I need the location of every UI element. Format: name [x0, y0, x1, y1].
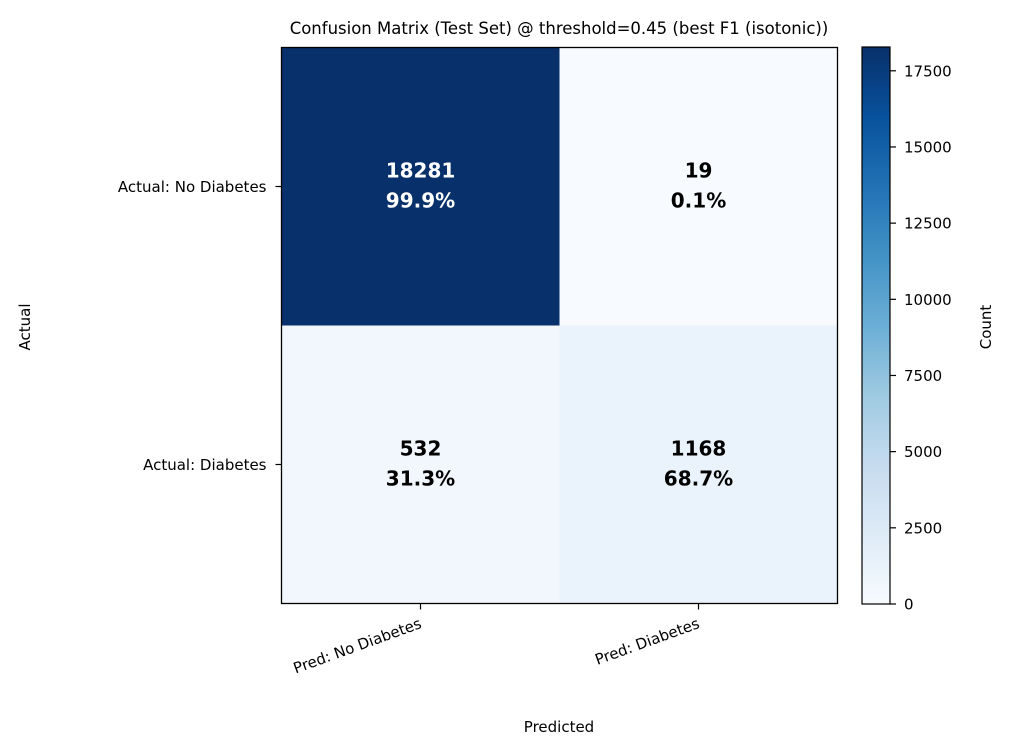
- y-axis-label: Actual: [16, 304, 34, 351]
- chart-title: Confusion Matrix (Test Set) @ threshold=…: [290, 19, 829, 38]
- x-tick-label: Pred: No Diabetes: [291, 614, 424, 677]
- heatmap-cell: [559, 47, 838, 326]
- heatmap-cell: [559, 325, 838, 604]
- colorbar-tick-label: 10000: [904, 291, 952, 309]
- cell-annotations: 18281 99.9% 19 0.1% 532 31.3% 1168 68.7%: [386, 159, 733, 491]
- y-tick-label: Actual: No Diabetes: [118, 178, 267, 196]
- cell-count-label: 532: [400, 437, 442, 461]
- y-axis-ticks: Actual: No Diabetes Actual: Diabetes: [118, 178, 282, 474]
- plot-frame: [280, 46, 839, 605]
- colorbar-ticks: 0 2500 5000 7500 10000 12500 15000 17500: [890, 62, 952, 614]
- x-axis-ticks: Pred: No Diabetes Pred: Diabetes: [291, 603, 702, 677]
- colorbar-tick-label: 7500: [904, 367, 942, 385]
- x-tick-label: Pred: Diabetes: [593, 614, 702, 669]
- cell-count-label: 1168: [671, 437, 727, 461]
- colorbar-tick-label: 12500: [904, 215, 952, 233]
- y-tick-label: Actual: Diabetes: [143, 456, 267, 474]
- colorbar-tick-label: 17500: [904, 62, 952, 80]
- colorbar-tick-label: 5000: [904, 443, 942, 461]
- heatmap-cells: [281, 47, 838, 604]
- colorbar: [861, 46, 891, 605]
- heatmap-cell: [281, 325, 560, 604]
- cell-percent-label: 0.1%: [671, 189, 726, 213]
- colorbar-tick-label: 0: [904, 596, 914, 614]
- cell-count-label: 18281: [386, 159, 456, 183]
- colorbar-tick-label: 15000: [904, 138, 952, 156]
- cell-percent-label: 31.3%: [386, 467, 455, 491]
- cell-percent-label: 68.7%: [664, 467, 733, 491]
- cell-count-label: 19: [685, 159, 713, 183]
- colorbar-tick-label: 2500: [904, 519, 942, 537]
- x-axis-label: Predicted: [524, 718, 594, 736]
- colorbar-label: Count: [977, 305, 995, 350]
- cell-percent-label: 99.9%: [386, 189, 455, 213]
- heatmap-cell: [281, 47, 560, 326]
